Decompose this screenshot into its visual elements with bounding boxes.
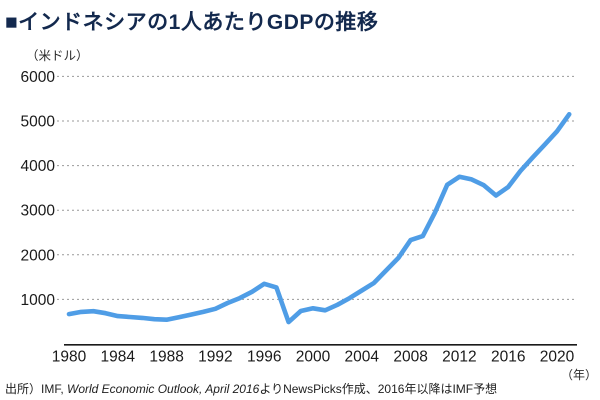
y-tick-label: 6000 xyxy=(21,69,56,86)
x-tick-label: 2020 xyxy=(540,349,575,366)
x-tick-label: 2004 xyxy=(345,349,380,366)
y-tick-label: 3000 xyxy=(21,203,56,220)
x-tick-label: 2016 xyxy=(491,349,525,366)
x-tick-label: 2012 xyxy=(442,349,476,366)
x-tick-label: 2008 xyxy=(393,349,427,366)
source-prefix: 出所）IMF, xyxy=(5,382,67,396)
x-tick-label: 1980 xyxy=(52,349,87,366)
source-suffix: よりNewsPicks作成、2016年以降はIMF予想 xyxy=(259,382,498,396)
y-tick-label: 5000 xyxy=(21,114,56,131)
source-publication: World Economic Outlook, April 2016 xyxy=(67,382,260,396)
x-tick-label: 1992 xyxy=(198,349,232,366)
x-tick-label: 2000 xyxy=(296,349,331,366)
y-tick-label: 2000 xyxy=(21,247,56,264)
x-axis-unit-label: （年） xyxy=(561,368,598,382)
x-tick-label: 1984 xyxy=(101,349,136,366)
y-axis-unit-label: （米ドル） xyxy=(26,49,89,63)
y-tick-label: 4000 xyxy=(21,158,56,175)
x-tick-label: 1988 xyxy=(149,349,183,366)
gdp-line-series xyxy=(66,112,572,325)
x-tick-label: 1996 xyxy=(247,349,281,366)
source-note: 出所）IMF, World Economic Outlook, April 20… xyxy=(5,380,497,397)
y-tick-label: 1000 xyxy=(21,292,56,309)
chart-title: ■インドネシアの1人あたりGDPの推移 xyxy=(5,11,379,34)
